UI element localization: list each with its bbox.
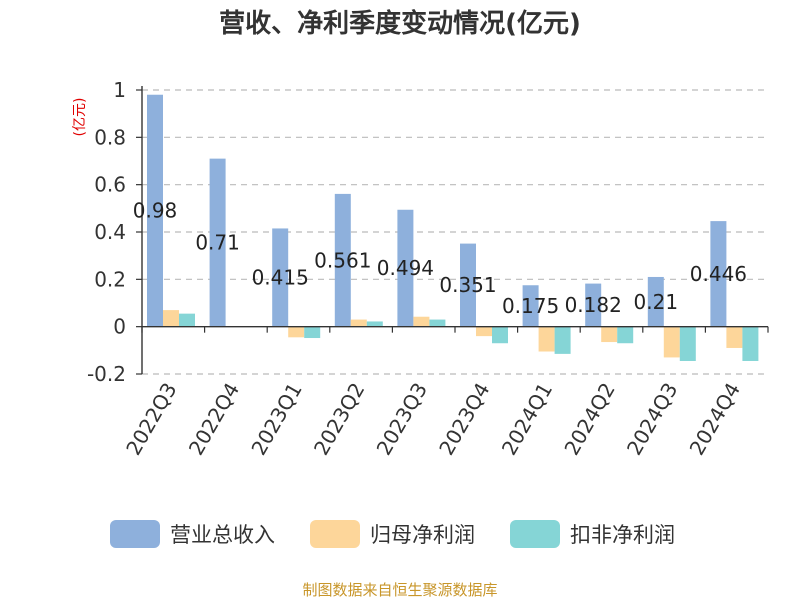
x-tick-label: 2024Q3 — [622, 379, 682, 460]
legend-label: 扣非净利润 — [570, 523, 675, 547]
y-tick-label: 0.6 — [94, 173, 126, 197]
legend-swatch — [510, 520, 560, 548]
bar — [726, 326, 743, 348]
y-tick-label: 0 — [113, 315, 126, 339]
axes — [141, 86, 769, 374]
x-tick-label: 2024Q4 — [685, 379, 745, 460]
y-axis-ticks: 1 0.8 0.6 0.4 0.2 0 -0.2 — [87, 78, 142, 386]
bar — [288, 326, 305, 338]
data-label: 0.446 — [690, 262, 747, 286]
y-tick-label: 0.2 — [94, 267, 126, 291]
bar — [304, 326, 321, 339]
data-label: 0.71 — [195, 231, 240, 255]
data-label: 0.561 — [314, 248, 371, 272]
x-tick-label: 2023Q3 — [372, 379, 432, 460]
y-tick-label: 0.8 — [94, 125, 126, 149]
bar — [538, 326, 555, 352]
bar — [179, 313, 195, 327]
legend: 营业总收入 归母净利润 扣非净利润 — [110, 520, 675, 548]
x-tick-label: 2024Q1 — [497, 379, 557, 460]
legend-label: 营业总收入 — [170, 523, 275, 547]
data-label: 0.351 — [439, 273, 496, 297]
x-tick-label: 2023Q4 — [434, 379, 494, 460]
bar — [663, 326, 680, 358]
x-tick-label: 2023Q1 — [246, 379, 306, 460]
data-label: 0.98 — [133, 199, 178, 223]
data-label: 0.175 — [502, 294, 559, 318]
y-tick-label: 1 — [113, 78, 126, 102]
bar — [350, 319, 367, 327]
bar — [147, 94, 163, 327]
bar — [476, 326, 492, 337]
data-label: 0.182 — [565, 293, 622, 317]
bar — [272, 228, 289, 327]
gridlines — [142, 89, 768, 375]
bar — [413, 316, 430, 327]
bar — [429, 319, 446, 327]
bar — [742, 326, 759, 361]
x-axis-ticks: 2022Q3 2022Q4 2023Q1 2023Q2 2023Q3 2023Q4 2024… — [121, 379, 745, 460]
source-note: 制图数据来自恒生聚源数据库 — [302, 581, 497, 599]
bar — [617, 326, 634, 344]
x-tick-label: 2022Q4 — [184, 379, 244, 460]
bar — [522, 285, 539, 327]
bar — [209, 158, 226, 327]
bar — [647, 276, 664, 327]
bar — [554, 326, 571, 354]
y-tick-label: -0.2 — [87, 362, 126, 386]
x-tick-label: 2022Q3 — [121, 379, 181, 460]
data-label: 0.415 — [252, 266, 309, 290]
data-label: 0.21 — [634, 290, 679, 314]
chart-title: 营收、净利季度变动情况(亿元) — [219, 8, 581, 39]
legend-swatch — [310, 520, 360, 548]
legend-swatch — [110, 520, 160, 548]
y-axis-unit: (亿元) — [72, 98, 88, 137]
bar — [397, 209, 414, 327]
bar — [460, 243, 476, 327]
bar — [163, 310, 179, 327]
bar — [492, 326, 508, 344]
bar — [585, 283, 602, 327]
y-tick-label: 0.4 — [94, 220, 126, 244]
bar — [366, 321, 383, 327]
bars — [147, 94, 759, 361]
x-tick-label: 2023Q2 — [309, 379, 369, 460]
bar — [710, 221, 727, 327]
bar — [334, 193, 351, 327]
bar — [679, 326, 696, 361]
x-tick-label: 2024Q2 — [559, 379, 619, 460]
data-label: 0.494 — [377, 256, 434, 280]
legend-label: 归母净利润 — [370, 523, 475, 547]
bar — [601, 326, 618, 343]
